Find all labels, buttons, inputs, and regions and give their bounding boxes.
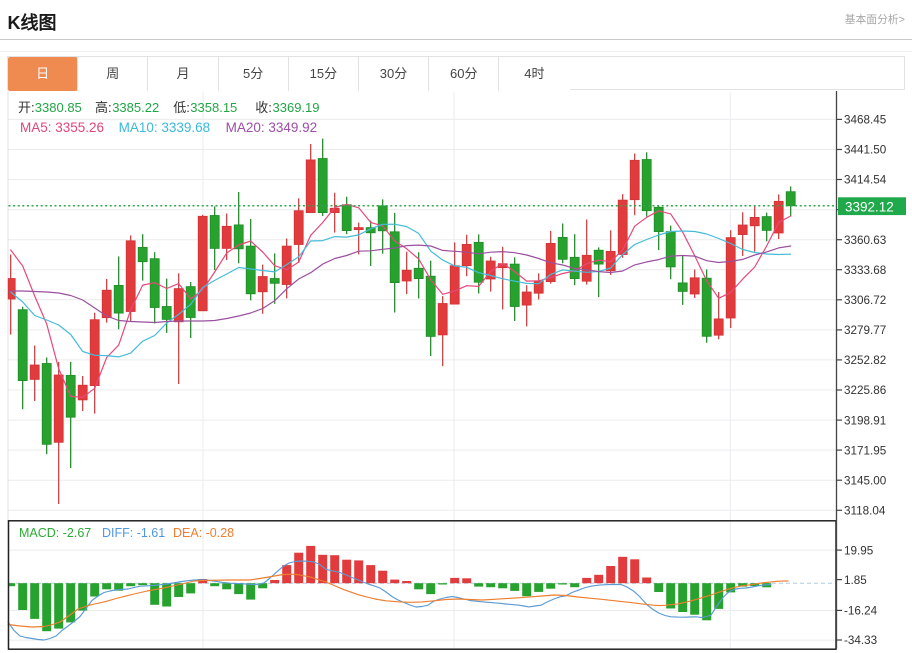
svg-text:3171.95: 3171.95	[844, 444, 887, 457]
svg-text:3198.91: 3198.91	[844, 414, 886, 427]
svg-text:3279.77: 3279.77	[844, 324, 886, 337]
svg-text:-16.24: -16.24	[844, 605, 878, 618]
svg-text:3225.86: 3225.86	[844, 384, 886, 397]
svg-text:1.85: 1.85	[844, 574, 867, 587]
svg-text:3145.00: 3145.00	[844, 474, 887, 487]
svg-text:3252.82: 3252.82	[844, 354, 886, 367]
svg-text:3441.50: 3441.50	[844, 144, 887, 157]
svg-text:3333.68: 3333.68	[844, 264, 886, 277]
svg-text:3414.54: 3414.54	[844, 174, 887, 187]
svg-text:3392.12: 3392.12	[845, 200, 894, 215]
svg-text:-34.33: -34.33	[844, 634, 877, 647]
svg-text:3468.45: 3468.45	[844, 114, 887, 127]
svg-text:3118.04: 3118.04	[844, 505, 886, 518]
svg-text:3360.63: 3360.63	[844, 234, 886, 247]
svg-text:3306.72: 3306.72	[844, 294, 886, 307]
svg-text:开:3380.85高:3385.22低:3358.15收:3: 开:3380.85 高:3385.22 低:3358.15 收:3369.19	[18, 100, 320, 115]
svg-text:19.95: 19.95	[844, 544, 874, 557]
